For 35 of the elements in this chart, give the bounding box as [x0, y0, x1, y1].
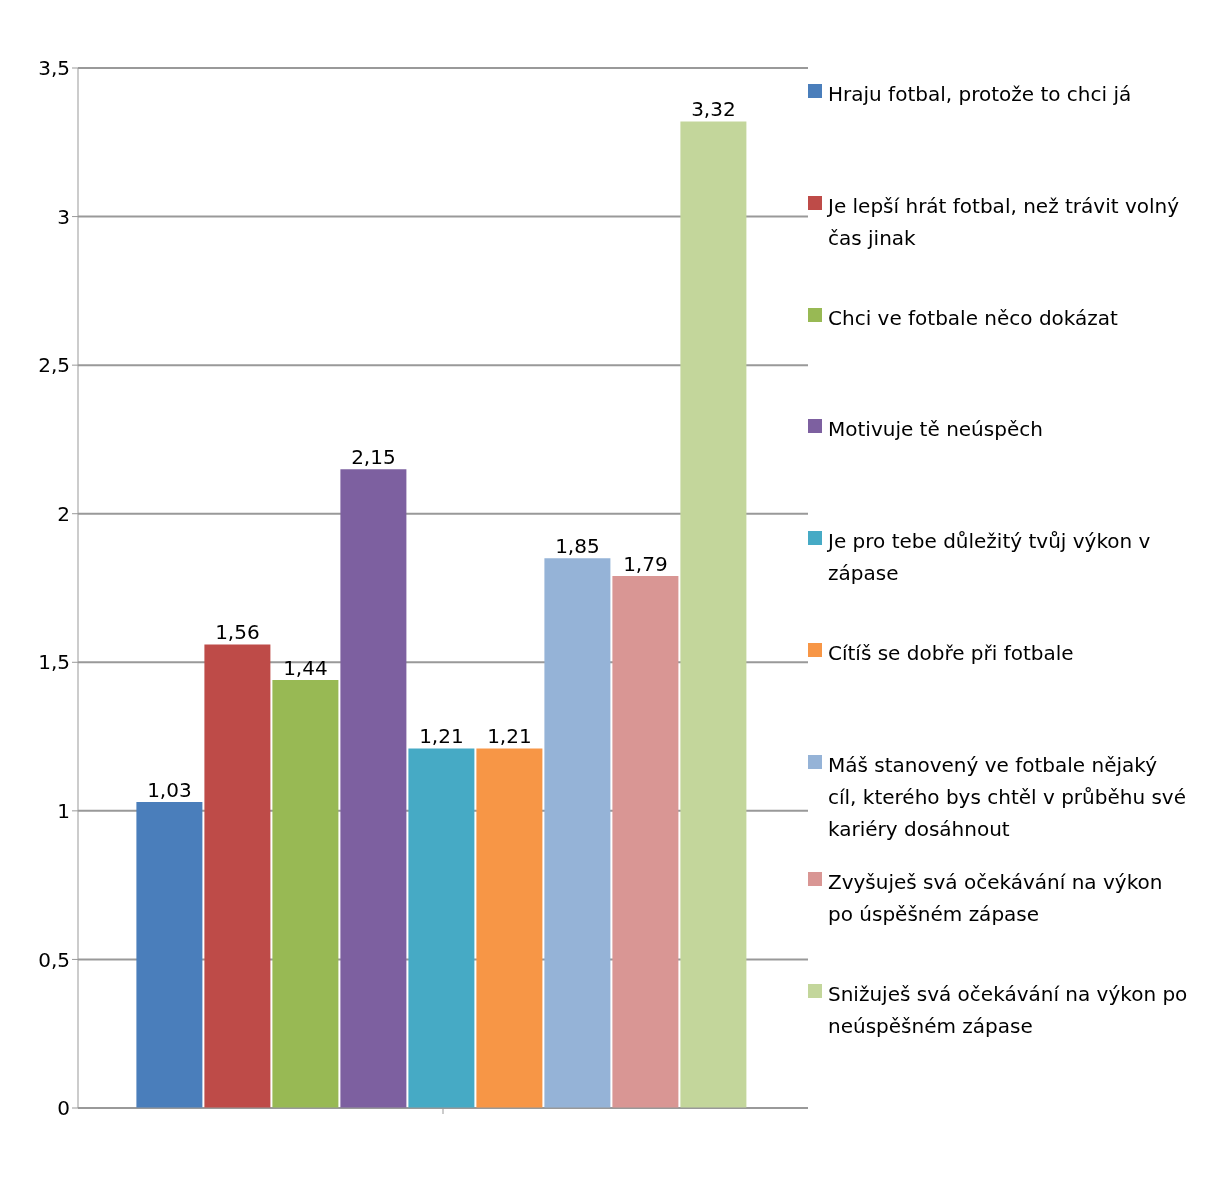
legend-label: Zvyšuješ svá očekávání na výkon po úspěšném zápase: [828, 869, 1164, 929]
y-tick-label: 1: [57, 798, 70, 823]
data-label: 1,85: [555, 534, 600, 559]
legend-label: Je pro tebe důležitý tvůj výkon v zápase: [828, 528, 1152, 587]
data-label: 1,21: [487, 724, 532, 749]
bar: [612, 576, 679, 1108]
legend-label: Snižuješ svá očekávání na výkon po neúspěšném zápase: [828, 981, 1188, 1040]
y-tick-label: 0,5: [38, 947, 70, 972]
bar: [272, 680, 339, 1108]
data-label: 2,15: [351, 445, 396, 470]
bar: [204, 644, 271, 1108]
data-label: 1,44: [283, 656, 328, 681]
legend-label: Máš stanovený ve fotbale nějaký cíl, kterého bys chtěl v průběhu své kariéry dosáhnout: [828, 751, 1187, 843]
legend-label: Cítíš se dobře při fotbale: [828, 639, 1074, 667]
bar: [340, 469, 407, 1108]
bar: [476, 748, 543, 1108]
data-label: 1,56: [215, 620, 260, 645]
bar: [136, 801, 203, 1108]
y-tick-label: 3: [57, 204, 70, 229]
y-tick-label: 1,5: [38, 650, 70, 675]
y-tick-label: 2,5: [38, 353, 70, 378]
legend-label: Chci ve fotbale něco dokázat: [828, 304, 1118, 332]
y-tick-label: 0: [57, 1096, 70, 1121]
y-tick-label: 2: [57, 501, 70, 526]
data-label: 3,32: [691, 97, 736, 122]
legend-label: Motivuje tě neúspěch: [828, 416, 1043, 444]
bar: [544, 558, 611, 1108]
legend-label: Je lepší hrát fotbal, než trávit volný čas jinak: [828, 192, 1181, 252]
legend-label: Hraju fotbal, protože to chci já: [828, 81, 1132, 108]
bar: [680, 121, 747, 1108]
data-label: 1,03: [147, 777, 192, 802]
data-label: 1,79: [623, 552, 668, 577]
data-label: 1,21: [419, 724, 464, 749]
bar: [408, 748, 475, 1108]
y-tick-label: 3,5: [38, 56, 70, 81]
